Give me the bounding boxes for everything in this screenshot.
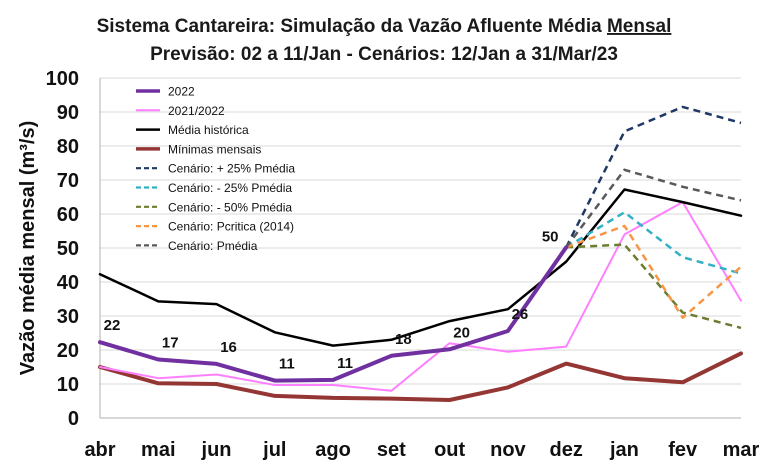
y-axis-label: Vazão média mensal (m³/s) — [17, 121, 39, 376]
y-tick-label: 20 — [57, 340, 79, 362]
x-tick-labels: abr mai jun jul ago set out nov dez jan fev mar — [84, 439, 759, 461]
series-line-5 — [565, 211, 742, 275]
series-group — [98, 105, 743, 402]
y-tick-label: 30 — [57, 306, 79, 328]
axes — [99, 78, 741, 419]
legend-label-8: Cenário: Pmédia — [168, 239, 258, 253]
data-label: 11 — [279, 356, 295, 373]
legend-label-2: Média histórica — [168, 123, 249, 137]
x-tick-label-jun: jun — [201, 439, 232, 461]
series-line-7 — [565, 224, 742, 319]
legend-label-1: 2021/2022 — [168, 104, 225, 118]
series-line-3 — [98, 351, 743, 402]
x-tick-label-jul: jul — [262, 439, 286, 461]
x-tick-label-nov: nov — [490, 439, 526, 461]
legend-label-6: Cenário: - 50% Pmédia — [168, 200, 292, 214]
y-tick-label: 60 — [57, 204, 79, 226]
chart-title-underlined: Mensal — [607, 16, 671, 37]
x-tick-label-ago: ago — [315, 439, 351, 461]
data-label: 11 — [337, 355, 353, 372]
x-tick-label-fev: fev — [668, 439, 698, 461]
x-tick-label-abr: abr — [84, 439, 115, 461]
data-label: 17 — [162, 335, 179, 352]
data-label: 26 — [512, 306, 529, 323]
y-tick-label: 90 — [57, 102, 79, 124]
series-line-2 — [98, 188, 743, 347]
series-line-6 — [566, 243, 742, 330]
series-line-4 — [565, 105, 742, 248]
x-tick-label-mai: mai — [141, 439, 175, 461]
legend-label-7: Cenário: Pcritica (2014) — [168, 220, 294, 234]
y-tick-label: 10 — [57, 374, 79, 396]
legend-label-4: Cenário: + 25% Pmédia — [168, 162, 295, 176]
chart-title-main: Sistema Cantareira: Simulação da Vazão A… — [97, 16, 603, 37]
y-tick-label: 50 — [57, 238, 79, 260]
y-tick-label: 80 — [57, 136, 79, 158]
y-tick-label: 40 — [57, 272, 79, 294]
data-labels: 22 17 16 11 11 18 20 26 50 — [104, 228, 559, 372]
x-tick-label-out: out — [434, 439, 465, 461]
legend-label-5: Cenário: - 25% Pmédia — [168, 181, 292, 195]
data-label: 50 — [542, 228, 559, 245]
series-line-8 — [565, 168, 742, 249]
x-tick-label-dez: dez — [550, 439, 583, 461]
y-tick-label: 0 — [68, 408, 79, 430]
series-line-0 — [98, 245, 569, 383]
data-label: 20 — [453, 324, 470, 341]
data-label: 16 — [220, 339, 237, 356]
x-tick-label-mar: mar — [723, 439, 760, 461]
y-tick-label: 70 — [57, 170, 79, 192]
x-tick-label-jan: jan — [609, 439, 639, 461]
y-tick-label: 100 — [46, 68, 79, 90]
chart-subtitle: Previsão: 02 a 11/Jan - Cenários: 12/Jan… — [150, 44, 618, 65]
series-line-1 — [99, 201, 742, 392]
legend-label-0: 2022 — [168, 85, 195, 99]
data-label: 18 — [395, 331, 412, 348]
legend: 2022 2021/2022 Média histórica Mínimas mens… — [136, 85, 295, 253]
legend-label-3: Mínimas mensais — [168, 142, 261, 156]
data-label: 22 — [104, 317, 121, 334]
y-tick-labels: 0 10 20 30 40 50 60 70 80 90 100 — [46, 68, 79, 430]
x-tick-label-set: set — [377, 439, 406, 461]
chart-title: Sistema Cantareira: Simulação da Vazão A… — [97, 16, 672, 37]
